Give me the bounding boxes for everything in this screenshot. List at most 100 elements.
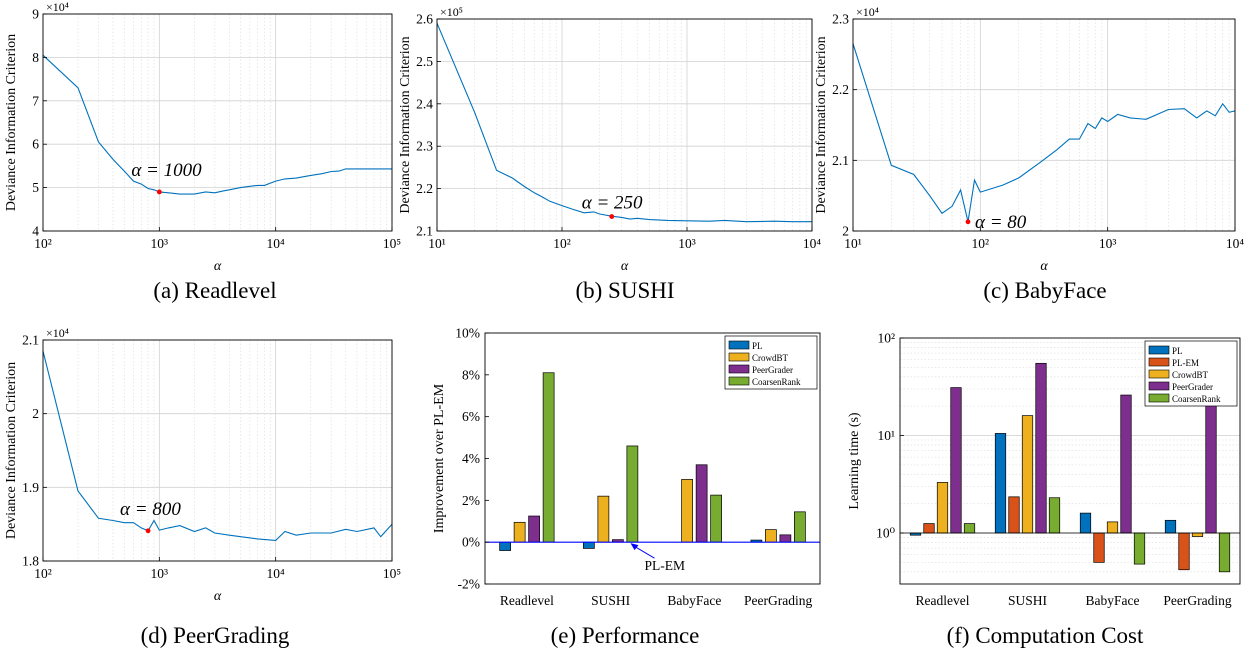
y-tick-label: 6%: [462, 409, 480, 424]
x-tick-label: BabyFace: [1086, 593, 1140, 608]
y-tick-label: 5: [32, 180, 39, 195]
y-tick-label: 4: [32, 224, 39, 239]
bar-coarsenrank: [1048, 497, 1061, 534]
y-tick-label: 2.4: [416, 96, 433, 111]
subfigure-caption: (f) Computation Cost: [947, 623, 1144, 648]
bar-pl-em: [1008, 496, 1020, 534]
x-tick-label: 10⁴: [267, 236, 286, 251]
subfigure-caption: (b) SUSHI: [575, 278, 674, 303]
axes-box: [852, 18, 1236, 232]
y-tick-label: 1.9: [22, 480, 39, 495]
x-tick-label: 10¹: [428, 236, 446, 251]
y-axis-label: Improvement over PL-EM: [432, 383, 447, 533]
bar-coarsenrank: [1218, 532, 1231, 573]
subfigure-caption: (d) PeerGrading: [141, 623, 290, 648]
y-axis-label: Deviance Information Criterion: [4, 362, 19, 539]
x-tick-label: 10²: [972, 236, 990, 251]
y-tick-label: 2%: [462, 493, 480, 508]
bar-peergrader: [695, 464, 708, 543]
bar-crowdbt: [1021, 415, 1034, 534]
legend-label: CrowdBT: [1172, 370, 1209, 380]
highlight-point: [145, 528, 151, 534]
y-axis-label: Deviance Information Criterion: [398, 36, 413, 213]
bar-pl-em: [1178, 532, 1190, 571]
x-tick-label: BabyFace: [667, 593, 721, 608]
x-tick-label: 10³: [151, 566, 169, 581]
y-axis-label: Learning time (s): [847, 412, 862, 510]
y-tick-label: 4%: [462, 451, 480, 466]
bar-coarsenrank: [1133, 532, 1146, 565]
chart-1: α = 250 10¹ 10² 10³ 10⁴ 2.1 2.2 2.3 2.4 2.5 2.6 ×10…: [398, 5, 821, 303]
arrow-head: [630, 543, 639, 551]
y-tick-label: 2.3: [832, 12, 849, 27]
y-tick-label: 2.2: [832, 82, 849, 97]
bar-pl-em: [923, 523, 935, 534]
y-tick-label: 2.1: [22, 333, 39, 348]
subfigure-caption: (a) Readlevel: [153, 278, 276, 303]
bar-crowdbt: [765, 529, 777, 543]
x-tick-label: SUSHI: [591, 593, 631, 608]
highlight-point: [156, 189, 162, 195]
bar-peergrader: [528, 515, 540, 543]
x-tick-label: Readlevel: [916, 593, 970, 608]
subfigure-caption: (e) Performance: [551, 623, 700, 648]
y-tick-label: 7: [32, 93, 39, 108]
bar-pl-em: [1093, 532, 1105, 563]
chart-0: α = 1000 10² 10³ 10⁴ 10⁵ 4 5 6 7 8 9 ×10⁴ α Deviance …: [4, 0, 401, 303]
legend-swatch: [728, 340, 750, 350]
y-tick-label: 8%: [462, 367, 480, 382]
y-tick-label: 2.1: [416, 224, 433, 239]
bar-pl: [583, 541, 595, 549]
legend-swatch: [1148, 357, 1170, 367]
y-tick-label: 2.1: [832, 153, 849, 168]
bar-peergrader: [1120, 394, 1132, 534]
axes-box: [436, 18, 813, 232]
legend-swatch: [728, 376, 750, 386]
chart-2: α = 80 10¹ 10² 10³ 10⁴ 2 2.1 2.2 2.3 ×10⁴ α Devianc…: [814, 5, 1244, 303]
x-tick-label: 10³: [1099, 236, 1117, 251]
bar-pl: [1164, 519, 1177, 534]
bar-coarsenrank: [626, 445, 639, 543]
bar-coarsenrank: [963, 523, 976, 534]
legend-swatch: [1148, 369, 1170, 379]
y-tick-label: 8: [32, 50, 39, 65]
optimum-annotation: α = 800: [120, 499, 181, 520]
x-tick-label: 10⁴: [803, 236, 822, 251]
bar-coarsenrank: [794, 511, 806, 543]
x-tick-label: PeerGrading: [744, 593, 812, 608]
x-tick-label: 10⁴: [267, 566, 286, 581]
series-line: [42, 54, 392, 195]
bar-crowdbt: [936, 482, 949, 534]
legend-label: PL: [1172, 346, 1183, 356]
bar-peergrader: [1205, 399, 1217, 534]
optimum-annotation: α = 250: [582, 193, 643, 214]
subfigure-caption: (c) BabyFace: [983, 278, 1106, 303]
legend: PL PL-EM CrowdBT PeerGrader CoarsenRank: [1144, 340, 1238, 407]
x-axis-label: α: [214, 589, 222, 604]
bar-coarsenrank: [542, 372, 555, 543]
chart-4: Readlevel SUSHI BabyFace PeerGrading PL-EM -2…: [432, 326, 821, 648]
legend-label: PL-EM: [1172, 358, 1199, 368]
y-tick-label: 10⁰: [876, 526, 896, 541]
y-tick-label: 1.8: [22, 554, 39, 569]
x-tick-label: 10³: [151, 236, 169, 251]
x-axis-label: α: [214, 259, 222, 274]
bar-pl: [994, 433, 1007, 534]
legend-swatch: [1148, 393, 1170, 403]
bar-crowdbt: [597, 495, 610, 543]
series-line: [436, 22, 812, 223]
y-tick-label: 2.5: [416, 54, 433, 69]
x-tick-label: PeerGrading: [1163, 593, 1231, 608]
axis-multiplier: ×10⁴: [856, 5, 879, 19]
bar-crowdbt: [681, 479, 693, 543]
x-axis-label: α: [621, 259, 629, 274]
legend-swatch: [1148, 345, 1170, 355]
chart-5: Readlevel SUSHI BabyFace PeerGrading 10⁰ 10¹ 1…: [847, 331, 1241, 648]
x-tick-label: 10²: [553, 236, 571, 251]
legend-label: PL: [752, 341, 763, 351]
y-tick-label: 0%: [462, 535, 480, 550]
axes-box: [42, 13, 393, 232]
x-tick-label: 10³: [678, 236, 696, 251]
y-tick-label: 2: [842, 224, 849, 239]
axes-box: [42, 339, 393, 562]
